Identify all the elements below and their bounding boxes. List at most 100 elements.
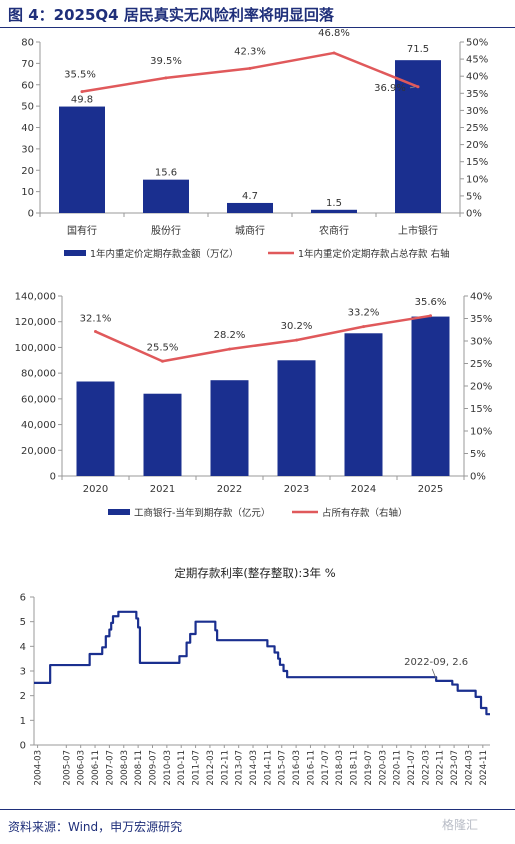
line-point xyxy=(295,338,298,342)
bar-data-label: 4.7 xyxy=(242,191,258,202)
x-tick-label: 2019-07 xyxy=(364,750,374,786)
chart-deposit-repricing-by-bank-type: 0 10 20 30 40 50 60 70 80 0% 5% 10% 15% 20% 25% 30% 35% 4… xyxy=(21,28,488,260)
x-tick-label: 2022-11 xyxy=(436,750,446,786)
y2-tick-label: 0% xyxy=(466,209,482,220)
y-tick-label: 40,000 xyxy=(21,420,56,431)
bar xyxy=(411,316,450,476)
y2-tick-label: 40% xyxy=(466,72,488,83)
x-tick-label: 2016-03 xyxy=(292,750,302,786)
x-tick-label: 2011-07 xyxy=(192,750,202,786)
y-tick-label: 80 xyxy=(21,38,34,49)
x-tick-label: 2010-11 xyxy=(177,750,187,786)
line-data-label: 32.1% xyxy=(80,314,112,325)
x-tick-label: 2012-03 xyxy=(206,750,216,786)
x-tick-label: 2023-07 xyxy=(450,750,460,786)
x-tick-label: 2012-11 xyxy=(220,750,230,786)
x-tick-label: 2024-11 xyxy=(479,750,489,786)
x-tick-label: 国有行 xyxy=(67,224,97,237)
series-line xyxy=(94,314,431,363)
x-tick-label: 2004-03 xyxy=(34,750,44,786)
y2-tick-label: 0% xyxy=(470,472,486,483)
y-tick-label: 3 xyxy=(20,667,26,678)
rate-line xyxy=(34,610,490,716)
line-data-label: 39.5% xyxy=(150,56,182,67)
x-tick-label: 2010-03 xyxy=(163,750,173,786)
x-tick-label: 2024-03 xyxy=(464,750,474,786)
bar xyxy=(143,393,182,476)
y2-tick-label: 45% xyxy=(466,55,488,66)
x-tick-label: 股份行 xyxy=(151,224,181,237)
y-tick-label: 40 xyxy=(21,123,34,134)
y-tick-label: 0 xyxy=(28,209,34,220)
y2-tick-label: 20% xyxy=(466,140,488,151)
x-tick-label: 2017-07 xyxy=(321,750,331,786)
x-tick-label: 2022-03 xyxy=(421,750,431,786)
x-tick-label: 2018-11 xyxy=(350,750,360,786)
y2-tick-label: 35% xyxy=(466,89,488,100)
bar xyxy=(277,360,316,476)
y2-tick-label: 20% xyxy=(470,382,492,393)
line-point xyxy=(248,66,252,70)
y-tick-label: 6 xyxy=(20,593,26,604)
y-tick-label: 80,000 xyxy=(21,369,56,380)
y-tick-label: 4 xyxy=(20,642,26,653)
y2-tick-label: 30% xyxy=(470,337,492,348)
line-point xyxy=(362,325,365,329)
title-divider xyxy=(0,27,515,28)
y-tick-label: 5 xyxy=(20,617,26,628)
x-tick-label: 上市银行 xyxy=(398,224,438,237)
chart-3yr-time-deposit-rate: 定期存款利率(整存整取):3年 % 0 1 2 3 4 5 6 2004-03 2005-07 20… xyxy=(20,566,490,786)
y-tick-label: 20,000 xyxy=(21,446,56,457)
line-point xyxy=(80,90,84,94)
line-point xyxy=(94,330,97,334)
y-tick-label: 60,000 xyxy=(21,394,56,405)
line-data-label: 30.2% xyxy=(281,321,313,332)
x-tick-label: 2016-11 xyxy=(306,750,316,786)
chart-icbc-maturing-deposits: 0 20,000 40,000 60,000 80,000 100,000 120,000 1… xyxy=(15,292,493,520)
watermark-logo: 格隆汇 xyxy=(442,818,479,832)
y2-tick-label: 10% xyxy=(466,174,488,185)
line-data-label: 25.5% xyxy=(147,342,179,353)
legend-label-bar: 工商银行-当年到期存款（亿元） xyxy=(134,507,270,519)
y2-tick-label: 25% xyxy=(470,359,492,370)
line-point xyxy=(416,85,420,89)
line-data-label: 33.2% xyxy=(348,308,380,319)
y2-tick-label: 15% xyxy=(470,404,492,415)
x-tick-label: 2018-03 xyxy=(335,750,345,786)
legend-label-line: 占所有存款（右轴） xyxy=(322,507,408,519)
legend-label-line: 1年内重定价定期存款占总存款 右轴 xyxy=(298,248,450,260)
y2-tick-label: 5% xyxy=(466,191,482,202)
y2-tick-label: 35% xyxy=(470,314,492,325)
line-data-label: 28.2% xyxy=(214,330,246,341)
x-tick-label: 2014-03 xyxy=(249,750,259,786)
line-point xyxy=(161,359,164,363)
y-tick-label: 20 xyxy=(21,166,34,177)
figure-title: 图 4：2025Q4 居民真实无风险利率将明显回落 xyxy=(8,6,334,24)
bar xyxy=(76,381,115,476)
y-tick-label: 30 xyxy=(21,144,34,155)
line-point xyxy=(429,314,432,318)
x-tick-label: 2006-11 xyxy=(91,750,101,786)
legend-label-bar: 1年内重定价定期存款金额（万亿） xyxy=(90,248,239,260)
y2-tick-label: 5% xyxy=(470,449,486,460)
y-tick-label: 50 xyxy=(21,102,34,113)
annotation-label: 2022-09, 2.6 xyxy=(404,657,468,668)
x-tick-label: 2023 xyxy=(284,484,309,495)
y-tick-label: 10 xyxy=(21,187,34,198)
y-tick-label: 120,000 xyxy=(15,317,56,328)
line-data-label: 46.8% xyxy=(318,28,350,39)
x-tick-label: 2009-07 xyxy=(148,750,158,786)
bar xyxy=(227,202,273,213)
y-tick-label: 70 xyxy=(21,59,34,70)
line-data-label: 35.6% xyxy=(415,297,447,308)
x-tick-label: 2021 xyxy=(150,484,175,495)
y2-tick-label: 30% xyxy=(466,106,488,117)
x-tick-label: 2006-03 xyxy=(77,750,87,786)
line-point xyxy=(164,76,168,80)
bar xyxy=(143,179,189,213)
line-data-label: 35.5% xyxy=(64,70,96,81)
bar-data-label: 1.5 xyxy=(326,198,342,209)
y-tick-label: 0 xyxy=(20,741,26,752)
y2-tick-label: 25% xyxy=(466,123,488,134)
bar-data-label: 15.6 xyxy=(155,168,177,179)
